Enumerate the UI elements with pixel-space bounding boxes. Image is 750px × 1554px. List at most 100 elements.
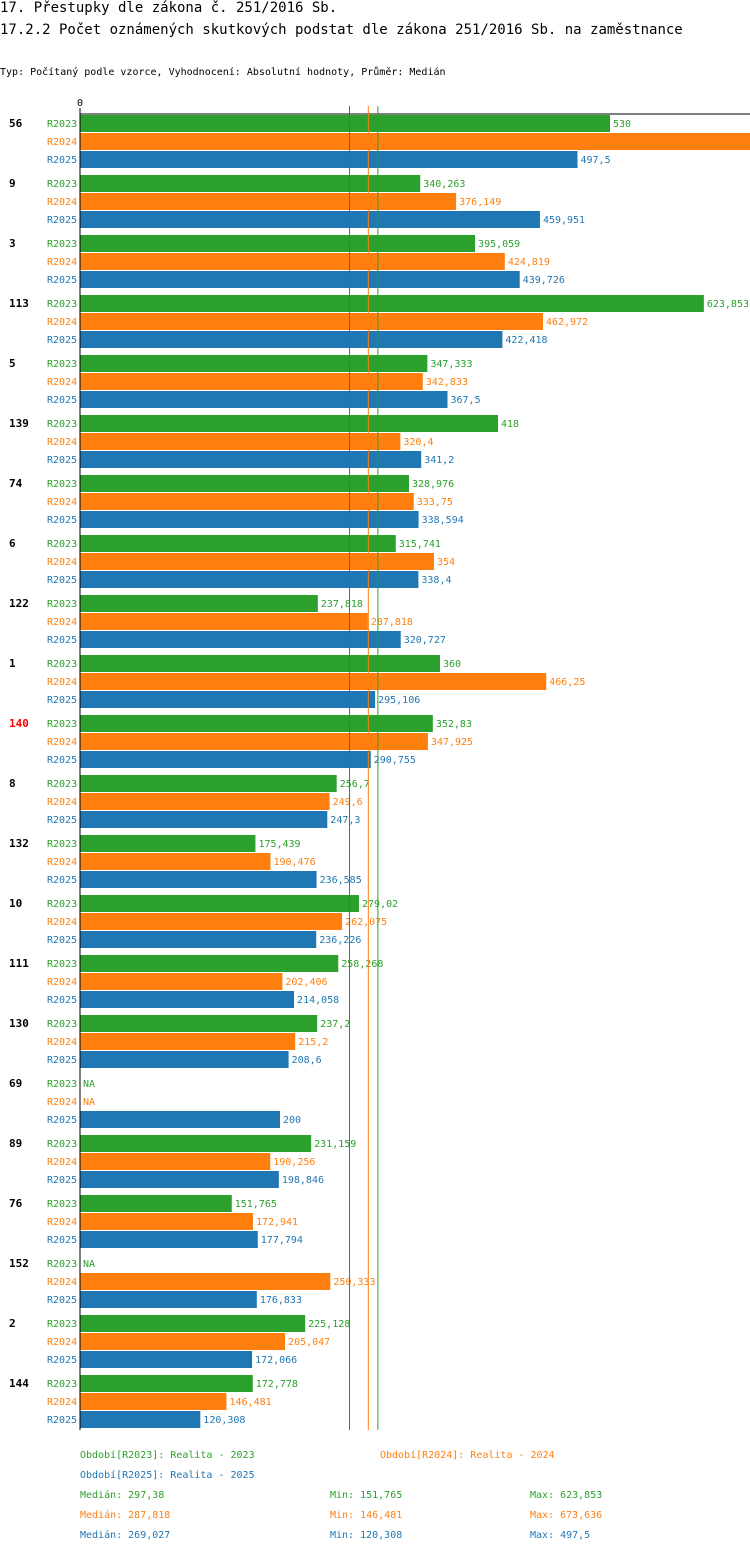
- data-label-139-R2023: 418: [501, 419, 519, 430]
- data-label-2-R2025: 172,066: [255, 1355, 297, 1366]
- series-label-89-R2024: R2024: [47, 1157, 77, 1168]
- bar-144-R2025: [80, 1411, 201, 1428]
- data-label-152-R2024: 250,333: [333, 1277, 375, 1288]
- bar-140-R2025: [80, 751, 371, 768]
- data-label-132-R2023: 175,439: [258, 839, 300, 850]
- bar-122-R2025: [80, 631, 401, 648]
- data-label-9-R2023: 340,263: [423, 179, 465, 190]
- data-label-122-R2023: 237,818: [321, 599, 363, 610]
- data-label-132-R2025: 236,585: [320, 875, 362, 886]
- series-label-132-R2025: R2025: [47, 875, 77, 886]
- data-label-2-R2023: 225,128: [308, 1319, 350, 1330]
- bar-8-R2025: [80, 811, 328, 828]
- data-label-9-R2025: 459,951: [543, 215, 585, 226]
- series-label-122-R2023: R2023: [47, 599, 77, 610]
- data-label-130-R2023: 237,2: [320, 1019, 350, 1030]
- group-label-3: 3: [9, 237, 16, 250]
- data-label-10-R2023: 279,02: [362, 899, 398, 910]
- group-label-139: 139: [9, 417, 29, 430]
- bar-74-R2025: [80, 511, 419, 528]
- series-label-140-R2024: R2024: [47, 737, 77, 748]
- data-label-74-R2024: 333,75: [417, 497, 453, 508]
- bar-10-R2025: [80, 931, 317, 948]
- series-label-122-R2024: R2024: [47, 617, 77, 628]
- bar-74-R2024: [80, 493, 414, 510]
- series-label-152-R2024: R2024: [47, 1277, 77, 1288]
- data-label-56-R2023: 530: [613, 119, 631, 130]
- series-label-1-R2023: R2023: [47, 659, 77, 670]
- group-label-144: 144: [9, 1377, 29, 1390]
- bar-1-R2023: [80, 655, 440, 672]
- bar-130-R2025: [80, 1051, 289, 1068]
- series-label-2-R2024: R2024: [47, 1337, 77, 1348]
- group-label-8: 8: [9, 777, 16, 790]
- series-label-1-R2024: R2024: [47, 677, 77, 688]
- series-label-2-R2025: R2025: [47, 1355, 77, 1366]
- bar-76-R2024: [80, 1213, 253, 1230]
- series-label-5-R2024: R2024: [47, 377, 77, 388]
- bar-2-R2024: [80, 1333, 286, 1350]
- group-label-10: 10: [9, 897, 22, 910]
- data-label-6-R2024: 354: [437, 557, 455, 568]
- series-label-10-R2025: R2025: [47, 935, 77, 946]
- data-label-6-R2025: 338,4: [421, 575, 451, 586]
- bar-152-R2024: [80, 1273, 331, 1290]
- bar-139-R2024: [80, 433, 401, 450]
- chart-title: 17. Přestupky dle zákona č. 251/2016 Sb.: [0, 0, 338, 16]
- data-label-56-R2025: 497,5: [581, 155, 611, 166]
- data-label-76-R2023: 151,765: [235, 1199, 277, 1210]
- series-label-74-R2025: R2025: [47, 515, 77, 526]
- data-label-2-R2024: 205,047: [288, 1337, 330, 1348]
- bar-6-R2025: [80, 571, 419, 588]
- group-label-76: 76: [9, 1197, 23, 1210]
- series-label-74-R2023: R2023: [47, 479, 77, 490]
- bar-130-R2024: [80, 1033, 296, 1050]
- data-label-113-R2023: 623,853: [707, 299, 749, 310]
- data-label-8-R2025: 247,3: [330, 815, 360, 826]
- legend-median-r2024: Medián: 287,818: [80, 1510, 171, 1521]
- bar-10-R2023: [80, 895, 360, 912]
- legend-median-r2023: Medián: 297,38: [80, 1490, 165, 1501]
- series-label-113-R2023: R2023: [47, 299, 77, 310]
- group-label-132: 132: [9, 837, 29, 850]
- bar-130-R2023: [80, 1015, 318, 1032]
- bar-144-R2024: [80, 1393, 227, 1410]
- bar-74-R2023: [80, 475, 409, 492]
- data-label-144-R2024: 146,481: [229, 1397, 271, 1408]
- data-label-69-R2025: 200: [283, 1115, 301, 1126]
- series-label-76-R2023: R2023: [47, 1199, 77, 1210]
- bar-144-R2023: [80, 1375, 253, 1392]
- bar-132-R2023: [80, 835, 256, 852]
- data-label-5-R2025: 367,5: [451, 395, 481, 406]
- series-label-69-R2023: R2023: [47, 1079, 77, 1090]
- series-label-8-R2024: R2024: [47, 797, 77, 808]
- bar-139-R2025: [80, 451, 422, 468]
- bar-56-R2024: [80, 133, 750, 150]
- group-label-56: 56: [9, 117, 23, 130]
- data-label-113-R2024: 462,972: [546, 317, 588, 328]
- legend-min-r2025: Min: 120,308: [330, 1530, 403, 1541]
- group-label-69: 69: [9, 1077, 22, 1090]
- series-label-130-R2024: R2024: [47, 1037, 77, 1048]
- group-label-6: 6: [9, 537, 16, 550]
- series-label-140-R2023: R2023: [47, 719, 77, 730]
- data-label-5-R2024: 342,833: [426, 377, 468, 388]
- bar-132-R2025: [80, 871, 317, 888]
- bar-122-R2024: [80, 613, 368, 630]
- data-label-3-R2023: 395,059: [478, 239, 520, 250]
- bar-113-R2024: [80, 313, 543, 330]
- group-label-89: 89: [9, 1137, 22, 1150]
- series-label-76-R2024: R2024: [47, 1217, 77, 1228]
- series-label-9-R2025: R2025: [47, 215, 77, 226]
- legend-median-r2025: Medián: 269,027: [80, 1530, 171, 1541]
- series-label-9-R2023: R2023: [47, 179, 77, 190]
- bar-113-R2025: [80, 331, 503, 348]
- group-label-5: 5: [9, 357, 16, 370]
- series-label-89-R2025: R2025: [47, 1175, 77, 1186]
- bar-140-R2023: [80, 715, 433, 732]
- series-label-56-R2023: R2023: [47, 119, 77, 130]
- series-label-56-R2025: R2025: [47, 155, 77, 166]
- data-label-1-R2024: 466,25: [549, 677, 585, 688]
- bar-9-R2025: [80, 211, 540, 228]
- data-label-74-R2025: 338,594: [422, 515, 464, 526]
